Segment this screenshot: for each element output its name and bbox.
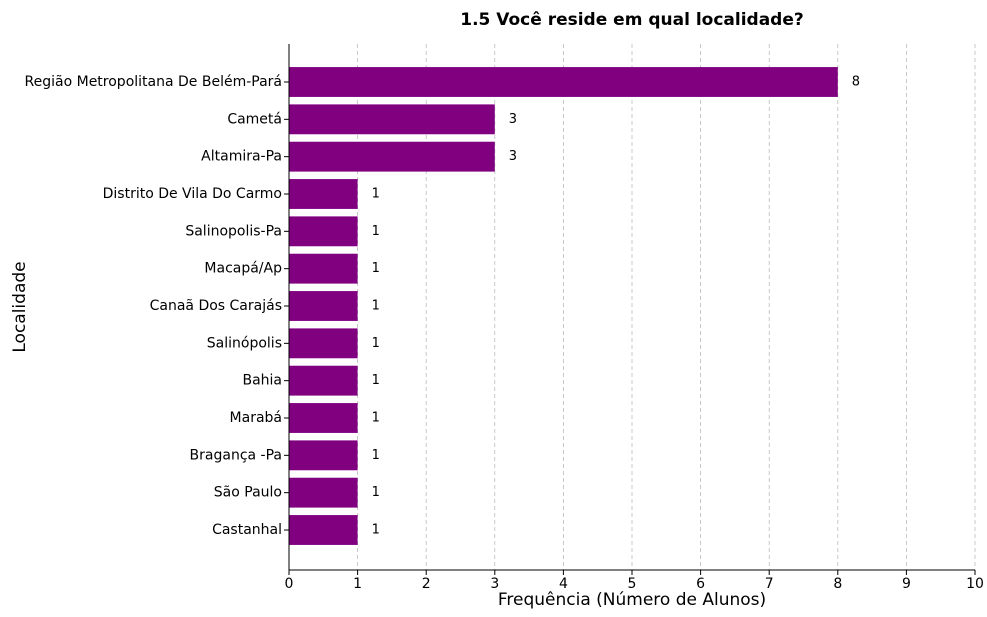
y-tick-label: Salinopolis-Pa: [185, 223, 282, 239]
y-axis-label: Localidade: [10, 261, 30, 352]
bar: [289, 403, 358, 433]
x-tick-label: 10: [966, 576, 984, 592]
x-tick-label: 3: [490, 576, 499, 592]
value-label: 1: [372, 336, 380, 351]
x-tick-label: 5: [628, 576, 637, 592]
x-tick-label: 4: [559, 576, 568, 592]
x-tick-label: 9: [902, 576, 911, 592]
y-tick-label: São Paulo: [214, 485, 282, 501]
value-label: 1: [372, 224, 380, 239]
y-tick-label: Região Metropolitana De Belém-Pará: [25, 74, 282, 90]
y-tick-label: Marabá: [230, 410, 282, 426]
bar: [289, 216, 358, 247]
value-label: 1: [372, 523, 380, 538]
value-label: 3: [509, 112, 517, 127]
bar: [289, 477, 358, 508]
bar: [289, 253, 358, 284]
y-tick-label: Distrito De Vila Do Carmo: [103, 186, 282, 202]
y-tick-label: Canaã Dos Carajás: [150, 298, 282, 314]
value-label: 3: [509, 149, 517, 164]
value-label: 1: [372, 485, 380, 500]
bar: [289, 440, 358, 471]
value-label: 1: [372, 261, 380, 276]
bar: [289, 328, 358, 359]
bar: [289, 67, 838, 97]
bar: [289, 291, 358, 321]
y-tick-label: Bragança -Pa: [190, 447, 282, 463]
value-label: 1: [372, 373, 380, 388]
bar: [289, 515, 358, 545]
bar: [289, 104, 495, 135]
bar: [289, 179, 358, 209]
value-label: 1: [372, 448, 380, 463]
x-axis-label: Frequência (Número de Alunos): [498, 590, 766, 610]
y-tick-label: Bahia: [242, 373, 282, 389]
x-tick-label: 2: [422, 576, 431, 592]
y-tick-label: Cametá: [227, 111, 282, 127]
value-label: 1: [372, 411, 380, 426]
x-tick-label: 0: [285, 576, 294, 592]
y-tick-label: Macapá/Ap: [204, 261, 282, 277]
y-tick-label: Castanhal: [212, 522, 282, 538]
x-tick-label: 8: [833, 576, 842, 592]
chart-title: 1.5 Você reside em qual localidade?: [460, 10, 804, 30]
x-tick-label: 1: [353, 576, 362, 592]
value-label: 1: [372, 187, 380, 202]
y-tick-label: Salinópolis: [207, 335, 282, 351]
x-tick-label: 7: [765, 576, 774, 592]
bar: [289, 141, 495, 172]
value-label: 8: [852, 75, 860, 90]
y-tick-label: Altamira-Pa: [201, 149, 282, 165]
bar: [289, 365, 358, 396]
value-label: 1: [372, 299, 380, 314]
x-tick-label: 6: [696, 576, 705, 592]
